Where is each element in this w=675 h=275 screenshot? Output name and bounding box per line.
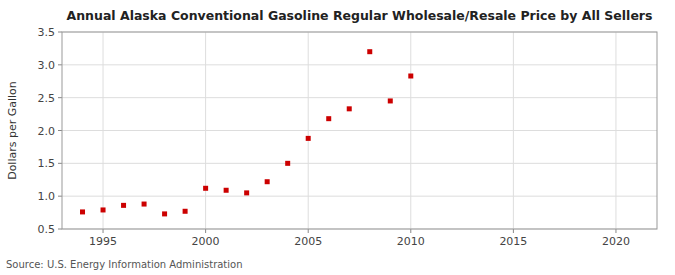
grid-line [62,130,657,131]
point [224,188,229,193]
title: Annual Alaska Conventional Gasoline Regu… [67,8,653,23]
tick-label: 1.5 [38,157,56,170]
point [162,211,167,216]
grid-line [62,64,657,65]
tick-label: 1995 [89,235,117,248]
tick-mark [513,229,514,233]
point [265,179,270,184]
point [121,203,126,208]
tick-mark [58,163,62,164]
tick-label: 1.0 [38,190,56,203]
chart: 0.5 1.0 1.5 2.0 2.5 3.0 3.5 1995 2000 2005 2010 201… [0,0,675,275]
point [101,207,106,212]
grid-line [513,32,514,229]
point [408,73,413,78]
tick-label: 2000 [192,235,220,248]
tick-mark [58,32,62,33]
grid-line [103,32,104,229]
tick-mark [308,229,309,233]
tick-label: 3.0 [38,59,56,72]
point [183,209,188,214]
tick-label: 0.5 [38,223,56,236]
grid-line [205,32,206,229]
grid-line [308,32,309,229]
point [347,106,352,111]
tick-label: 2020 [602,235,630,248]
point [244,190,249,195]
point [367,49,372,54]
grid-line [62,196,657,197]
tick-mark [103,229,104,233]
tick-mark [205,229,206,233]
grid-line [62,163,657,164]
point [285,161,290,166]
plot-area [62,32,657,229]
tick-mark [615,229,616,233]
tick-mark [58,97,62,98]
tick-label: 2015 [499,235,527,248]
source: Source: U.S. Energy Information Administ… [6,259,243,270]
points [80,49,413,216]
tick-mark [410,229,411,233]
y-axis-label: Dollars per Gallon [6,81,19,180]
tick-label: 2.0 [38,125,56,138]
tick-label: 2.5 [38,92,56,105]
tick-mark [58,64,62,65]
point [326,116,331,121]
tick-label: 3.5 [38,26,56,39]
tick-mark [58,196,62,197]
point [203,186,208,191]
grid-line [62,97,657,98]
point [388,98,393,103]
grid-line [410,32,411,229]
tick-label: 2010 [397,235,425,248]
point [306,136,311,141]
point [80,209,85,214]
plot-frame [62,32,657,229]
grid-line [615,32,616,229]
tick-mark [58,130,62,131]
point [142,202,147,207]
tick-label: 2005 [294,235,322,248]
tick-mark [58,229,62,230]
